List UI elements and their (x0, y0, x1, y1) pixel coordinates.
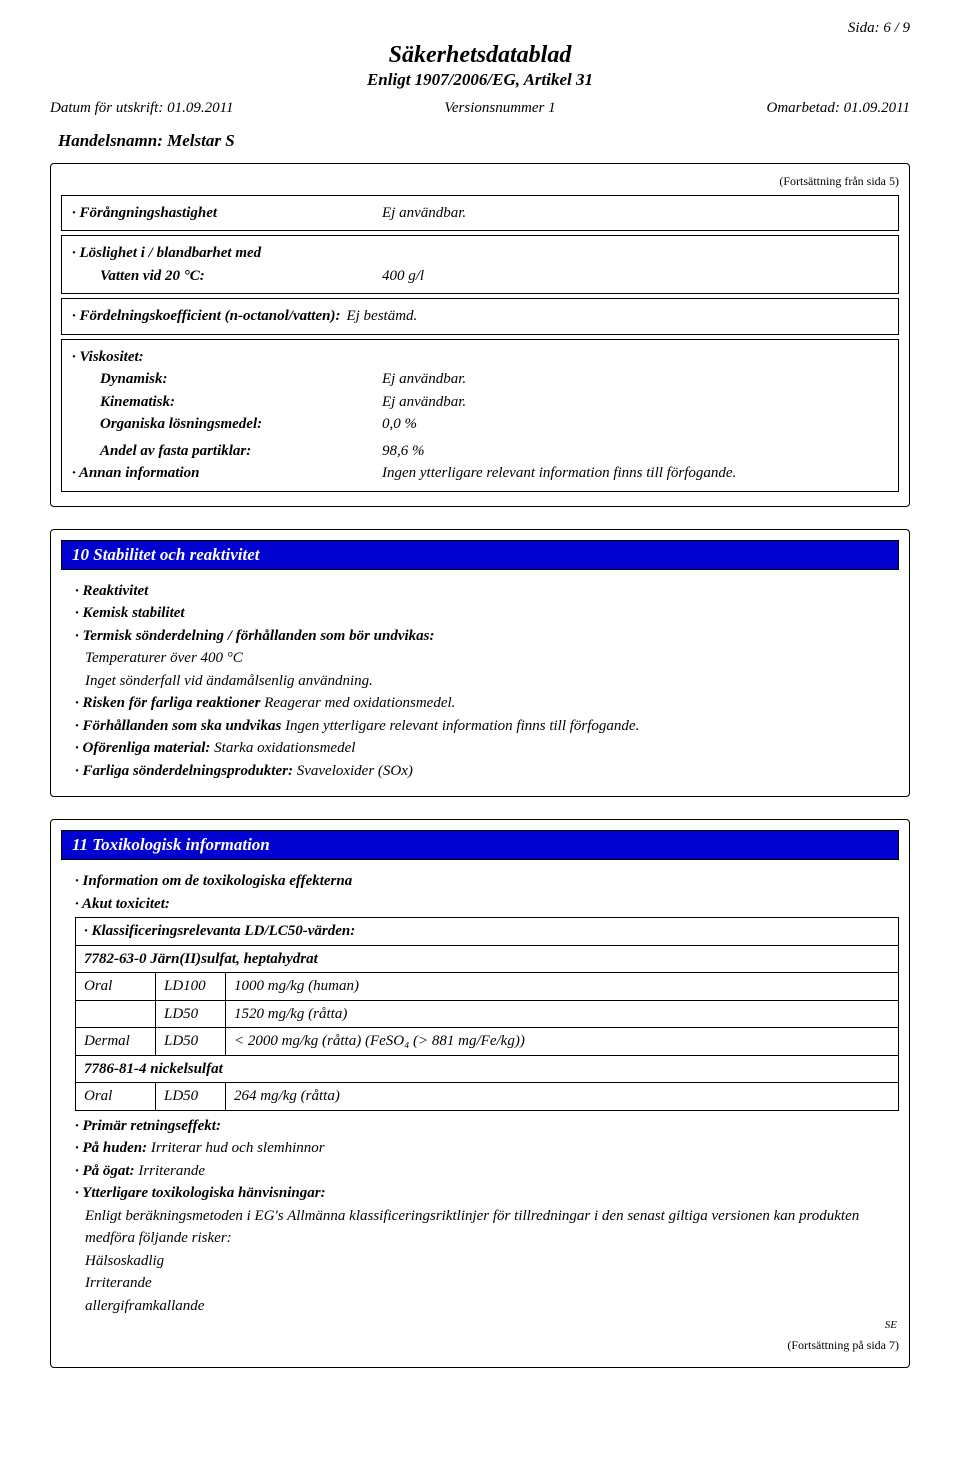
tox-value: < 2000 mg/kg (råtta) (FeSO₄ (> 881 mg/Fe… (226, 1028, 898, 1055)
primary-effect-item: · Primär retningseffekt: (75, 1115, 899, 1138)
cond-rest: Ingen ytterligare relevant information f… (281, 718, 639, 734)
revised-date: Omarbetad: 01.09.2011 (767, 100, 910, 117)
tox-type: LD100 (156, 973, 226, 1000)
evaporation-rate-box: · Förångningshastighet Ej användbar. (61, 195, 899, 232)
section-11-header: 11 Toxikologisk information (61, 830, 899, 860)
tox-route: Oral (76, 1083, 156, 1110)
tox-row: LD50 1520 mg/kg (råtta) (76, 1001, 898, 1029)
incomp-rest: Starka oxidationsmedel (210, 740, 355, 756)
viscosity-box: · Viskositet: Dynamisk: Ej användbar. Ki… (61, 339, 899, 492)
continuation-from: (Fortsättning från sida 5) (61, 174, 899, 189)
partition-box: · Fördelningskoefficient (n-octanol/vatt… (61, 298, 899, 335)
decomp-rest: Svaveloxider (SOx) (293, 763, 413, 779)
section-11-body: · Information om de toxikologiska effekt… (61, 870, 899, 1334)
product-name: Handelsnamn: Melstar S (50, 131, 910, 151)
evap-label: · Förångningshastighet (72, 202, 382, 225)
additional-tox-header: · Ytterligare toxikologiska hänvisningar… (75, 1182, 899, 1205)
tox-route: Oral (76, 973, 156, 1000)
reactivity-item: · Reaktivitet (75, 580, 899, 603)
properties-box: (Fortsättning från sida 5) · Förångnings… (50, 163, 910, 507)
additional-line4: allergiframkallande (75, 1295, 899, 1318)
kin-label: Kinematisk: (72, 391, 382, 414)
tox-row: Oral LD50 264 mg/kg (råtta) (76, 1083, 898, 1110)
incompatible-item: · Oförenliga material: Starka oxidations… (75, 737, 899, 760)
risk-bold: · Risken för farliga reaktioner (75, 695, 260, 711)
tox-value: 264 mg/kg (råtta) (226, 1083, 898, 1110)
tox-route (76, 1001, 156, 1028)
additional-line1: Enligt beräkningsmetoden i EG's Allmänna… (75, 1205, 899, 1250)
se-marker: SE (75, 1317, 899, 1334)
water-value: 400 g/l (382, 265, 888, 288)
conditions-item: · Förhållanden som ska undvikas Ingen yt… (75, 715, 899, 738)
print-date: Datum för utskrift: 01.09.2011 (50, 100, 233, 117)
meta-row: Datum för utskrift: 01.09.2011 Versionsn… (50, 100, 910, 117)
decomp-bold: · Farliga sönderdelningsprodukter: (75, 763, 293, 779)
tox-substance-1: 7782-63-0 Järn(II)sulfat, heptahydrat (76, 946, 898, 974)
solubility-box: · Löslighet i / blandbarhet med Vatten v… (61, 235, 899, 294)
risk-rest: Reagerar med oxidationsmedel. (260, 695, 455, 711)
tox-route: Dermal (76, 1028, 156, 1055)
skin-item: · På huden: Irriterar hud och slemhinnor (75, 1137, 899, 1160)
viscosity-header: · Viskositet: (72, 346, 382, 369)
solubility-header: · Löslighet i / blandbarhet med (72, 242, 382, 265)
document-title: Säkerhetsdatablad (50, 41, 910, 70)
acute-tox-item: · Akut toxicitet: (75, 893, 899, 916)
dyn-value: Ej användbar. (382, 368, 888, 391)
org-value: 0,0 % (382, 413, 888, 436)
solid-label: Andel av fasta partiklar: (72, 440, 382, 463)
skin-rest: Irriterar hud och slemhinnor (147, 1140, 325, 1156)
incomp-bold: · Oförenliga material: (75, 740, 210, 756)
version-number: Versionsnummer 1 (444, 100, 555, 117)
additional-line2: Hälsoskadlig (75, 1250, 899, 1273)
tox-value: 1000 mg/kg (human) (226, 973, 898, 1000)
section-10-body: · Reaktivitet · Kemisk stabilitet · Term… (61, 580, 899, 783)
tox-value: 1520 mg/kg (råtta) (226, 1001, 898, 1028)
tox-table-header: · Klassificeringsrelevanta LD/LC50-värde… (76, 918, 898, 946)
tox-info-header: · Information om de toxikologiska effekt… (75, 870, 899, 893)
thermal-line2: Inget sönderfall vid ändamålsenlig använ… (75, 670, 899, 693)
tox-substance-2: 7786-81-4 nickelsulfat (76, 1056, 898, 1084)
risk-item: · Risken för farliga reaktioner Reagerar… (75, 692, 899, 715)
evap-value: Ej användbar. (382, 202, 888, 225)
tox-type: LD50 (156, 1028, 226, 1055)
additional-line3: Irriterande (75, 1272, 899, 1295)
solid-value: 98,6 % (382, 440, 888, 463)
section-10-box: 10 Stabilitet och reaktivitet · Reaktivi… (50, 529, 910, 798)
document-subtitle: Enligt 1907/2006/EG, Artikel 31 (50, 70, 910, 90)
continuation-to: (Fortsättning på sida 7) (61, 1338, 899, 1353)
eye-item: · På ögat: Irriterande (75, 1160, 899, 1183)
decomposition-item: · Farliga sönderdelningsprodukter: Svave… (75, 760, 899, 783)
other-label: · Annan information (72, 462, 382, 485)
eye-rest: Irriterande (135, 1163, 205, 1179)
section-10-header: 10 Stabilitet och reaktivitet (61, 540, 899, 570)
skin-bold: · På huden: (75, 1140, 147, 1156)
tox-row: Oral LD100 1000 mg/kg (human) (76, 973, 898, 1001)
dyn-label: Dynamisk: (72, 368, 382, 391)
chem-stability-item: · Kemisk stabilitet (75, 602, 899, 625)
tox-type: LD50 (156, 1083, 226, 1110)
section-11-box: 11 Toxikologisk information · Informatio… (50, 819, 910, 1368)
kin-value: Ej användbar. (382, 391, 888, 414)
cond-bold: · Förhållanden som ska undvikas (75, 718, 281, 734)
thermal-header: · Termisk sönderdelning / förhållanden s… (75, 625, 899, 648)
tox-table: · Klassificeringsrelevanta LD/LC50-värde… (75, 917, 899, 1111)
water-label: Vatten vid 20 °C: (72, 265, 382, 288)
partition-label: · Fördelningskoefficient (n-octanol/vatt… (72, 305, 340, 328)
thermal-line1: Temperaturer över 400 °C (75, 647, 899, 670)
tox-row: Dermal LD50 < 2000 mg/kg (råtta) (FeSO₄ … (76, 1028, 898, 1056)
org-label: Organiska lösningsmedel: (72, 413, 382, 436)
eye-bold: · På ögat: (75, 1163, 135, 1179)
page-number: Sida: 6 / 9 (50, 20, 910, 37)
other-value: Ingen ytterligare relevant information f… (382, 462, 888, 485)
tox-type: LD50 (156, 1001, 226, 1028)
partition-value: Ej bestämd. (346, 305, 888, 328)
